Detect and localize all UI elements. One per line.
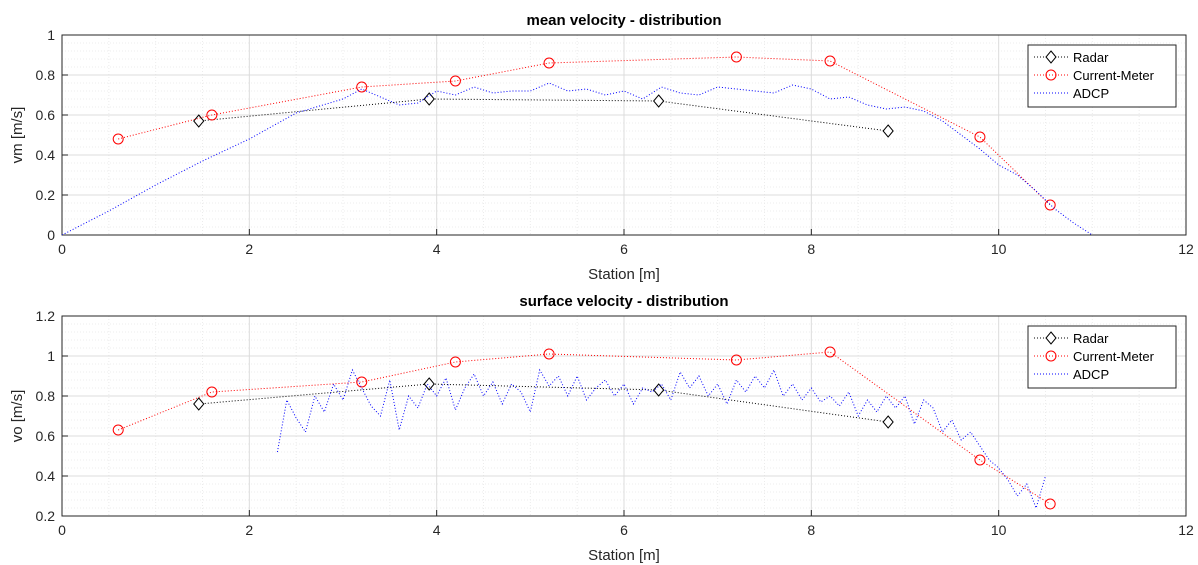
x-tick-label: 6 bbox=[620, 241, 628, 257]
x-tick-label: 8 bbox=[807, 522, 815, 538]
series-current-meter bbox=[112, 51, 1056, 211]
series-line-radar bbox=[198, 98, 889, 132]
y-tick-label: 1 bbox=[47, 348, 55, 364]
data-point-circle bbox=[112, 424, 124, 436]
y-tick-label: 0.6 bbox=[36, 107, 56, 123]
x-tick-label: 4 bbox=[433, 241, 441, 257]
y-tick-label: 0.2 bbox=[36, 508, 56, 524]
legend-label: Radar bbox=[1073, 50, 1109, 65]
data-point-diamond bbox=[882, 124, 894, 138]
legend-entry-adcp: ADCP bbox=[1034, 367, 1109, 382]
legend-marker-circle bbox=[1045, 69, 1057, 81]
series-current-meter bbox=[112, 346, 1056, 510]
data-point-diamond bbox=[423, 377, 435, 391]
x-tick-label: 0 bbox=[58, 241, 66, 257]
y-tick-label: 0.2 bbox=[36, 187, 56, 203]
chart-title: surface velocity - distribution bbox=[519, 293, 728, 310]
y-tick-label: 0.4 bbox=[36, 147, 56, 163]
legend: Radar Current-Meter ADCP bbox=[1027, 44, 1177, 108]
y-tick-label: 0.6 bbox=[36, 428, 56, 444]
data-point-circle bbox=[730, 354, 742, 366]
series-radar bbox=[193, 377, 894, 429]
x-tick-label: 10 bbox=[991, 241, 1007, 257]
data-point-circle bbox=[206, 109, 218, 121]
legend-entry-adcp: ADCP bbox=[1034, 86, 1109, 101]
series-line-current-meter bbox=[118, 56, 1051, 206]
series-line-radar bbox=[198, 383, 889, 423]
x-tick-label: 12 bbox=[1178, 522, 1194, 538]
data-point-circle bbox=[974, 454, 986, 466]
x-tick-label: 10 bbox=[991, 522, 1007, 538]
data-point-circle bbox=[356, 81, 368, 93]
legend-entry-current-meter: Current-Meter bbox=[1034, 349, 1155, 364]
legend-marker-circle bbox=[1045, 350, 1057, 362]
legend: Radar Current-Meter ADCP bbox=[1027, 325, 1177, 389]
data-point-diamond bbox=[882, 415, 894, 429]
data-point-circle bbox=[543, 348, 555, 360]
data-point-diamond bbox=[423, 92, 435, 106]
data-point-circle bbox=[543, 57, 555, 69]
x-tick-label: 0 bbox=[58, 522, 66, 538]
y-tick-label: 1 bbox=[47, 27, 55, 43]
data-point-circle bbox=[974, 131, 986, 143]
legend-marker-diamond bbox=[1045, 331, 1057, 345]
series-radar bbox=[193, 92, 894, 138]
surface-velocity-chart: 0 2 4 6 8 10 12 0.2 0.4 0.6 0.8 1 1.2 surface velocit… bbox=[9, 293, 1194, 564]
legend-label: Current-Meter bbox=[1073, 68, 1155, 83]
data-point-circle bbox=[449, 356, 461, 368]
x-tick-label: 2 bbox=[245, 241, 253, 257]
y-axis-label: vo [m/s] bbox=[9, 390, 26, 443]
y-tick-label: 0.8 bbox=[36, 388, 56, 404]
x-axis-label: Station [m] bbox=[588, 266, 660, 283]
legend-marker-diamond bbox=[1045, 50, 1057, 64]
data-point-circle bbox=[824, 346, 836, 358]
y-tick-label: 0 bbox=[47, 227, 55, 243]
data-point-circle bbox=[449, 75, 461, 87]
data-point-circle bbox=[730, 51, 742, 63]
x-tick-label: 8 bbox=[807, 241, 815, 257]
mean-velocity-chart: 0 2 4 6 8 10 12 0 0.2 0.4 0.6 0.8 1 mean velocity - d… bbox=[9, 12, 1194, 283]
data-point-circle bbox=[206, 386, 218, 398]
data-point-diamond bbox=[193, 114, 205, 128]
data-point-diamond bbox=[653, 94, 665, 108]
x-tick-label: 12 bbox=[1178, 241, 1194, 257]
legend-label: ADCP bbox=[1073, 367, 1109, 382]
x-tick-label: 4 bbox=[433, 522, 441, 538]
legend-label: Current-Meter bbox=[1073, 349, 1155, 364]
data-point-circle bbox=[356, 376, 368, 388]
chart-title: mean velocity - distribution bbox=[526, 12, 721, 29]
legend-entry-current-meter: Current-Meter bbox=[1034, 68, 1155, 83]
x-axis-label: Station [m] bbox=[588, 547, 660, 564]
x-tick-label: 6 bbox=[620, 522, 628, 538]
y-axis-label: vm [m/s] bbox=[9, 107, 26, 164]
legend-entry-radar: Radar bbox=[1034, 50, 1109, 65]
y-tick-label: 0.8 bbox=[36, 67, 56, 83]
data-point-diamond bbox=[193, 397, 205, 411]
data-point-diamond bbox=[653, 383, 665, 397]
data-point-circle bbox=[824, 55, 836, 67]
y-tick-label: 0.4 bbox=[36, 468, 56, 484]
legend-entry-radar: Radar bbox=[1034, 331, 1109, 346]
data-point-circle bbox=[112, 133, 124, 145]
legend-label: Radar bbox=[1073, 331, 1109, 346]
data-point-circle bbox=[1044, 498, 1056, 510]
x-tick-label: 2 bbox=[245, 522, 253, 538]
legend-label: ADCP bbox=[1073, 86, 1109, 101]
y-tick-label: 1.2 bbox=[36, 308, 56, 324]
series-line-current-meter bbox=[118, 351, 1051, 505]
data-point-circle bbox=[1044, 199, 1056, 211]
